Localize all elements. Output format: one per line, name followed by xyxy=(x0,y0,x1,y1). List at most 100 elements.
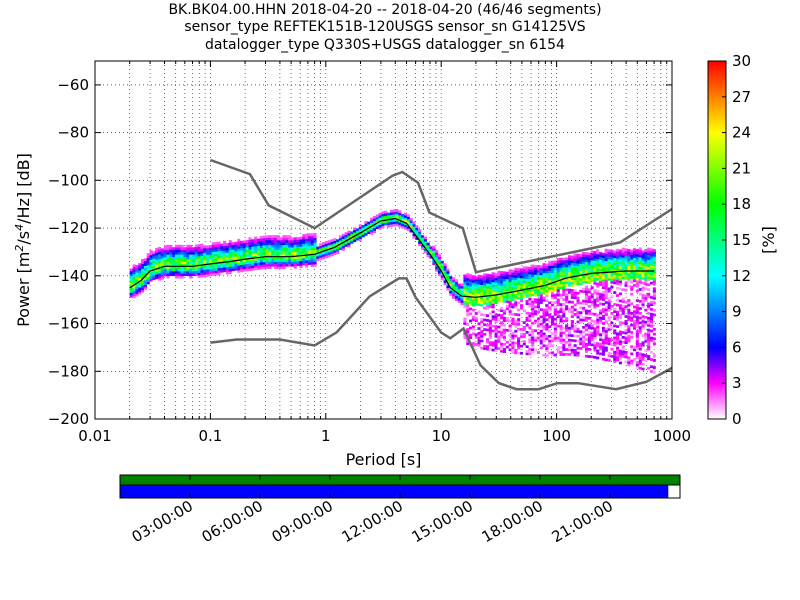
psd-cell xyxy=(214,251,218,255)
psd-cell xyxy=(635,337,639,341)
psd-cell xyxy=(613,262,617,266)
psd-cell xyxy=(582,342,586,346)
psd-cell xyxy=(584,316,588,320)
psd-cell xyxy=(160,260,164,263)
psd-cell xyxy=(279,256,283,260)
psd-cell xyxy=(584,266,588,270)
psd-cell xyxy=(638,352,642,356)
psd-cell xyxy=(197,268,201,271)
psd-cell xyxy=(398,219,402,223)
psd-cell xyxy=(542,353,546,357)
psd-cell xyxy=(500,287,504,291)
psd-cell xyxy=(596,251,600,255)
psd-cell xyxy=(627,325,631,329)
psd-cell xyxy=(296,244,300,247)
psd-cell xyxy=(542,334,546,338)
psd-cell xyxy=(650,317,654,321)
psd-cell xyxy=(624,360,628,364)
psd-cell xyxy=(437,261,441,264)
psd-cell xyxy=(570,296,574,299)
psd-cell xyxy=(618,268,622,272)
psd-cell xyxy=(155,252,159,256)
psd-cell xyxy=(570,269,574,273)
psd-cell xyxy=(259,257,263,261)
psd-cell xyxy=(650,329,654,333)
psd-cell xyxy=(587,348,591,351)
psd-cell xyxy=(392,211,396,215)
psd-cell xyxy=(573,282,577,285)
psd-cell xyxy=(511,289,515,292)
psd-cell xyxy=(638,259,642,263)
psd-cell xyxy=(194,261,198,264)
psd-cell xyxy=(474,336,478,339)
psd-cell xyxy=(528,314,532,318)
psd-cell xyxy=(398,212,402,216)
psd-cell xyxy=(650,262,654,266)
psd-cell xyxy=(630,333,634,337)
psd-cell xyxy=(551,279,555,283)
psd-cell xyxy=(466,342,470,346)
psd-cell xyxy=(194,249,198,252)
psd-cell xyxy=(203,248,207,251)
psd-cell xyxy=(644,299,648,302)
psd-cell xyxy=(406,226,410,229)
psd-cell xyxy=(638,276,642,279)
psd-cell xyxy=(206,247,210,251)
psd-cell xyxy=(471,296,475,300)
psd-cell xyxy=(551,294,555,297)
psd-cell xyxy=(604,294,608,297)
psd-cell xyxy=(406,228,410,232)
psd-cell xyxy=(536,291,540,295)
psd-cell xyxy=(313,233,317,236)
psd-cell xyxy=(469,307,473,311)
psd-cell xyxy=(194,266,198,269)
psd-cell xyxy=(242,252,246,255)
psd-cell xyxy=(548,315,552,319)
psd-cell xyxy=(491,281,495,285)
psd-cell xyxy=(302,246,306,249)
psd-cell xyxy=(372,225,376,229)
psd-cell xyxy=(536,305,540,309)
psd-cell xyxy=(341,233,345,237)
psd-cell xyxy=(477,291,481,295)
psd-cell xyxy=(624,281,628,285)
psd-cell xyxy=(517,337,521,340)
psd-cell xyxy=(511,320,515,323)
psd-cell xyxy=(248,244,252,248)
psd-cell xyxy=(228,264,232,267)
psd-cell xyxy=(273,263,277,267)
psd-cell xyxy=(203,274,207,278)
psd-cell xyxy=(545,268,549,271)
psd-cell xyxy=(548,287,552,290)
psd-cell xyxy=(175,266,179,269)
psd-cell xyxy=(194,254,198,257)
psd-cell xyxy=(573,348,577,352)
psd-cell xyxy=(500,280,504,284)
psd-cell xyxy=(536,286,540,290)
psd-cell xyxy=(641,298,645,302)
psd-cell xyxy=(138,270,142,274)
psd-cell xyxy=(508,288,512,292)
psd-cell xyxy=(505,293,509,296)
psd-cell xyxy=(141,287,145,291)
psd-cell xyxy=(545,280,549,283)
psd-cell xyxy=(579,337,583,341)
psd-cell xyxy=(282,244,286,248)
psd-cell xyxy=(531,267,535,270)
psd-cell xyxy=(570,265,574,268)
psd-cell xyxy=(172,266,176,269)
psd-cell xyxy=(172,263,176,267)
psd-cell xyxy=(500,316,504,320)
psd-cell xyxy=(590,355,594,359)
psd-cell xyxy=(132,274,136,277)
psd-cell xyxy=(624,253,628,256)
psd-cell xyxy=(240,255,244,258)
psd-cell xyxy=(539,334,543,338)
psd-cell xyxy=(650,274,654,278)
psd-cell xyxy=(203,267,207,270)
psd-cell xyxy=(310,259,314,263)
psd-cell xyxy=(511,343,515,347)
psd-cell xyxy=(141,270,145,274)
psd-cell xyxy=(596,258,600,262)
